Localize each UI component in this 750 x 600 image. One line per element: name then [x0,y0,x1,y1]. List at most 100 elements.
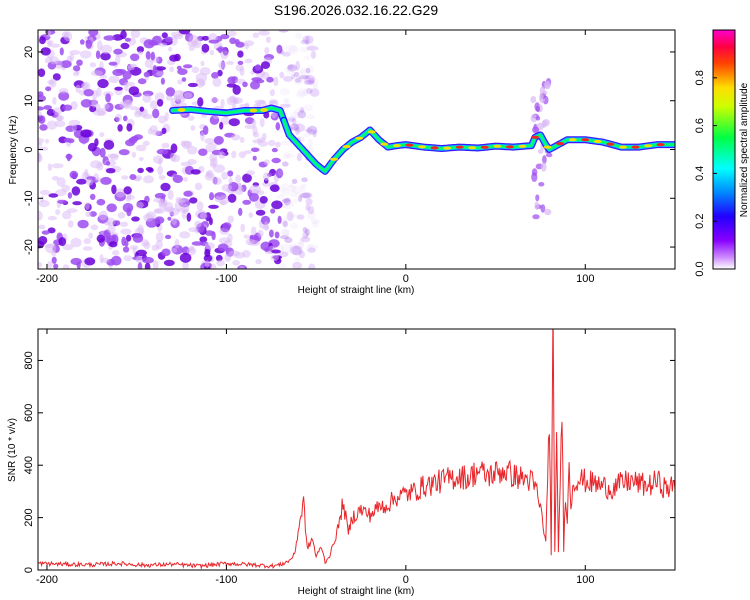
snr-y-axis: 800 600 400 200 0 [23,351,675,573]
spectrogram-noise-blob [159,202,168,208]
spectrogram-noise-blob [306,114,315,120]
spectrogram-noise-blob [531,168,538,176]
spectrogram-noise-blob [80,129,92,138]
spectrogram-noise-blob [305,67,311,74]
spectrogram-noise-blob [296,214,305,220]
spectrogram-noise-blob [278,251,289,258]
spectrogram-noise-blob [232,84,241,95]
spectrogram-noise-blob [156,148,169,155]
spectrogram-noise-blob [289,191,301,198]
spectrogram-noise-blob [144,59,154,68]
spectrogram-noise-blob [107,153,119,159]
spectrogram-noise-blob [310,50,317,59]
spectrogram-noise-blob [212,177,222,185]
spectrogram-noise-blob [306,45,319,51]
spectrogram-noise-blob [308,263,316,269]
spectrogram-noise-blob [277,263,288,269]
colorbar-tick-label: 0.0 [694,261,706,276]
spectrogram-noise-layer [38,30,553,269]
spectrogram-noise-blob [177,102,188,108]
spectrogram-noise-blob [291,74,296,80]
spectrogram-noise-blob [210,263,217,269]
spectrogram-noise-blob [69,170,79,179]
spectrogram-noise-blob [261,133,267,141]
spectrogram-noise-blob [286,211,294,222]
spectrogram-noise-blob [208,39,220,44]
spectrogram-noise-blob [311,220,319,229]
spectrogram-noise-blob [62,244,74,251]
spectrogram-noise-blob [44,244,56,248]
spectrogram-noise-blob [169,66,175,73]
spectrogram-noise-blob [252,132,260,138]
spectrogram-noise-blob [305,228,310,237]
spectrogram-noise-blob [124,99,133,108]
spectrogram-noise-blob [83,238,91,245]
spectrogram-noise-blob [280,243,293,254]
spectrogram-noise-blob [227,233,233,242]
spectrogram-noise-blob [282,51,291,57]
spectrogram-y-tick-label: 10 [23,95,35,107]
spectrogram-noise-blob [302,88,314,95]
spectrogram-noise-blob [158,175,166,180]
spectrogram-noise-blob [156,99,164,107]
spectrogram-noise-blob [271,157,281,164]
spectrogram-x-tick-label: -200 [36,273,58,285]
spectrogram-noise-blob [41,230,50,235]
spectrogram-noise-blob [220,98,225,109]
spectrogram-noise-blob [267,139,276,147]
snr-y-tick-label: 200 [23,508,35,526]
spectrogram-noise-blob [187,115,195,121]
spectrogram-noise-blob [79,39,85,45]
spectrogram-noise-blob [84,169,89,177]
spectrogram-noise-blob [38,138,45,144]
spectrogram-noise-blob [120,228,132,235]
spectrogram-noise-blob [129,106,139,111]
spectrogram-noise-blob [87,142,97,152]
spectrogram-noise-blob [125,196,131,202]
spectrogram-noise-blob [88,232,93,239]
spectrogram-noise-blob [300,39,309,45]
spectrogram-noise-blob [291,185,303,194]
spectrogram-noise-blob [299,106,305,114]
spectrogram-noise-blob [220,116,231,125]
spectrogram-noise-blob [114,220,121,226]
spectrogram-noise-blob [62,104,73,111]
spectrogram-noise-blob [82,246,93,251]
spectrogram-noise-blob [130,135,139,142]
spectrogram-ridge-hotspot [405,143,414,147]
spectrogram-noise-blob [538,182,545,187]
spectrogram-noise-blob [305,204,310,211]
spectrogram-noise-blob [165,95,172,101]
spectrogram-noise-blob [535,194,540,202]
spectrogram-noise-blob [121,175,129,180]
spectrogram-noise-blob [251,119,257,127]
spectrogram-noise-blob [111,255,122,266]
spectrogram-noise-blob [237,50,244,58]
spectrogram-noise-blob [194,182,203,191]
spectrogram-noise-blob [280,183,290,190]
spectrogram-noise-blob [72,65,81,72]
spectrogram-x-axis: -200 -100 0 100 [36,30,594,285]
spectrogram-noise-blob [137,262,143,269]
spectrogram-noise-blob [309,88,320,97]
snr-x-tick-label: 0 [403,574,409,586]
spectrogram-noise-blob [293,108,305,116]
spectrogram-noise-blob [270,254,279,261]
spectrogram-noise-blob [286,69,294,75]
spectrogram-noise-blob [153,155,164,164]
spectrogram-noise-blob [183,177,188,182]
spectrogram-noise-blob [294,242,304,250]
spectrogram-noise-blob [39,124,48,131]
spectrogram-ridge-hotspot [543,145,552,149]
spectrogram-noise-blob [264,221,269,230]
spectrogram-noise-blob [208,204,219,209]
spectrogram-noise-blob [115,113,122,122]
spectrogram-noise-blob [142,140,150,147]
spectrogram-noise-blob [298,250,305,259]
spectrogram-noise-blob [546,152,553,158]
spectrogram-noise-blob [182,64,193,69]
spectrogram-noise-blob [242,250,251,258]
spectrogram-noise-blob [227,170,234,177]
